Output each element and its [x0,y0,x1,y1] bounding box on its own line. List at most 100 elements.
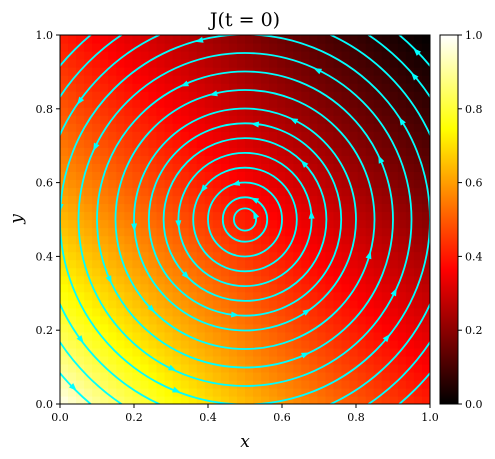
heatmap-cell [156,211,166,221]
heatmap-cell [108,187,117,197]
heatmap-cell [405,51,415,60]
heatmap-cell [341,75,351,84]
heatmap-cell [172,179,182,189]
heatmap-cell [301,283,310,293]
heatmap-cell [204,123,214,132]
heatmap-cell [220,307,230,317]
heatmap-cell [253,339,262,349]
heatmap-cell [116,339,125,349]
heatmap-cell [349,171,359,180]
heatmap-cell [421,51,430,60]
heatmap-cell [381,235,391,245]
streamline [207,181,283,258]
heatmap-cell [204,195,214,205]
heatmap-cell [421,203,430,213]
heatmap-cell [148,83,158,92]
heatmap-cell [421,147,430,156]
heatmap-cell [301,267,310,277]
heatmap-cell [333,203,343,213]
heatmap-cell [349,323,359,333]
heatmap-cell [76,99,85,108]
heatmap-cell [389,203,399,213]
heatmap-cell [317,259,327,269]
heatmap-cell [333,347,343,357]
heatmap-cell [188,67,198,76]
heatmap-cell [228,291,238,301]
heatmap-cell [236,59,246,68]
heatmap-cell [100,91,109,100]
heatmap-cell [108,307,117,317]
heatmap-cell [164,379,174,389]
heatmap-cell [365,227,375,237]
heatmap-cell [317,283,327,293]
heatmap-cell [228,35,238,44]
heatmap-cell [108,139,117,148]
heatmap-cell [172,163,182,172]
heatmap-cell [140,291,150,301]
heatmap-cell [132,259,142,269]
heatmap-cell [301,107,310,116]
heatmap-cell [92,323,101,333]
heatmap-cell [365,131,375,140]
heatmap-cell [413,259,423,269]
heatmap-cell [92,347,101,357]
heatmap-cell [60,379,69,389]
heatmap-cell [405,339,415,349]
heatmap-cell [180,251,190,261]
heatmap-cell [148,139,158,148]
heatmap-cell [389,235,399,245]
heatmap-cell [76,227,85,237]
heatmap-cell [172,155,182,164]
heatmap-cell [341,251,351,261]
heatmap-cell [76,75,85,84]
heatmap-cell [381,147,391,156]
heatmap-cell [188,155,198,164]
heatmap-cell [60,115,69,124]
heatmap-cell [405,283,415,293]
heatmap-cell [84,299,93,309]
heatmap-cell [204,243,214,253]
heatmap-cell [293,35,302,44]
heatmap-cell [309,115,318,124]
heatmap-cell [309,123,318,132]
heatmap-cell [277,315,286,325]
heatmap-cell [60,99,69,108]
heatmap-cell [228,251,238,261]
heatmap-cell [124,147,133,156]
heatmap-cell [293,251,302,261]
heatmap-cell [285,59,294,68]
heatmap-cell [381,131,391,140]
heatmap-cell [188,75,198,84]
heatmap-cell [236,211,246,221]
heatmap-cell [357,51,367,60]
heatmap-cell [108,35,117,44]
heatmap-cell [413,243,423,253]
heatmap-cell [180,171,190,180]
heatmap-cell [108,211,117,221]
heatmap-cell [341,379,351,389]
heatmap-cell [156,163,166,172]
heatmap-cell [156,195,166,205]
heatmap-cell [164,163,174,172]
heatmap-cell [261,243,270,253]
heatmap-cell [76,291,85,301]
heatmap-cell [188,283,198,293]
heatmap-cell [285,203,294,213]
heatmap-cell [285,259,294,269]
heatmap-cell [293,67,302,76]
heatmap-cell [92,163,101,172]
heatmap-cell [156,283,166,293]
heatmap-cell [180,203,190,213]
heatmap-cell [116,75,125,84]
heatmap-cell [156,323,166,333]
heatmap-cell [357,379,367,389]
heatmap-cell [228,155,238,164]
heatmap-cell [277,115,286,124]
heatmap-cell [156,339,166,349]
heatmap-cell [220,147,230,156]
heatmap-cell [228,323,238,333]
heatmap-cell [373,299,383,309]
heatmap-cell [180,395,190,404]
heatmap-cell [132,355,142,365]
heatmap-cell [325,323,335,333]
